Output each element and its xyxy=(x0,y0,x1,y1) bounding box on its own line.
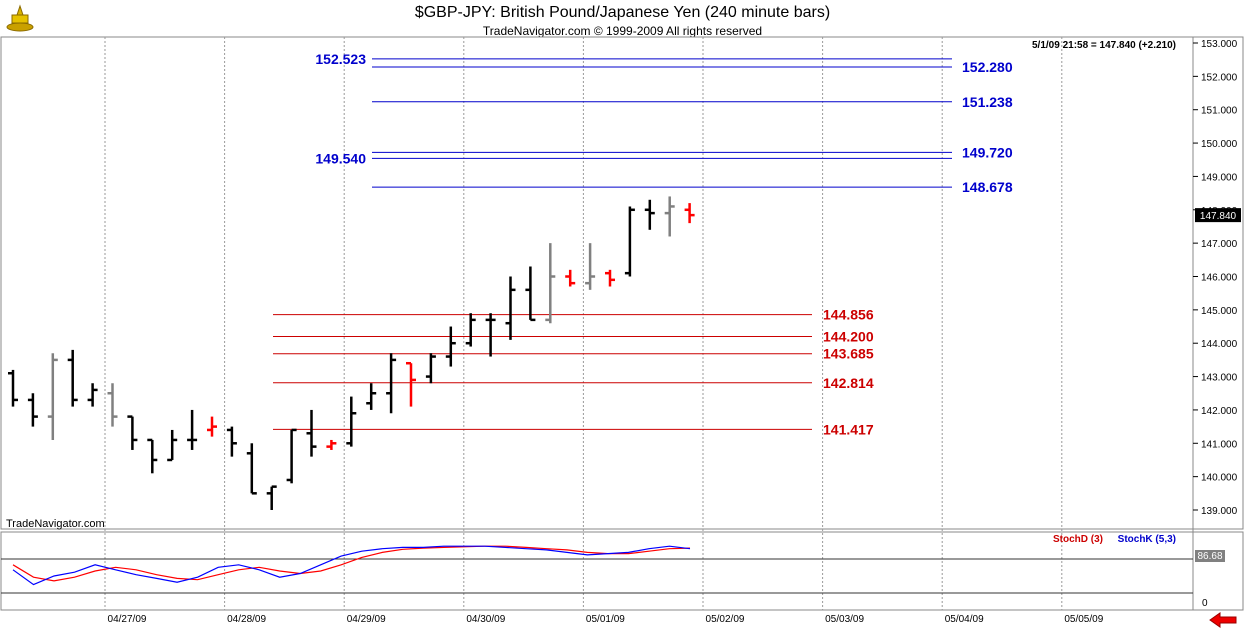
price-tick-label: 146.000 xyxy=(1201,273,1238,284)
date-tick-label: 05/01/09 xyxy=(586,614,625,625)
date-axis: 04/27/09 04/28/09 04/29/09 04/30/09 05/01/09… xyxy=(108,614,1104,625)
support-label: 144.200 xyxy=(823,329,874,345)
chart-title: $GBP-JPY: British Pound/Japanese Yen (24… xyxy=(414,4,831,21)
price-tick-label: 150.000 xyxy=(1201,139,1238,150)
ohlc-bar xyxy=(27,393,38,427)
price-tick-label: 147.000 xyxy=(1201,239,1238,250)
ohlc-bar xyxy=(8,369,18,407)
ohlc-bar xyxy=(207,416,217,437)
ohlc-bar xyxy=(445,326,456,367)
support-label: 143.685 xyxy=(823,346,874,362)
watermark-text: TradeNavigator.com xyxy=(6,518,105,530)
price-tick-label: 143.000 xyxy=(1201,373,1238,384)
ohlc-bar xyxy=(147,438,158,474)
date-tick-label: 04/29/09 xyxy=(347,614,386,625)
support-label: 144.856 xyxy=(823,307,874,323)
price-tick-label: 149.000 xyxy=(1201,172,1238,183)
ohlc-bar xyxy=(346,396,357,447)
price-tick-label: 152.000 xyxy=(1201,72,1238,83)
date-tick-label: 04/30/09 xyxy=(466,614,505,625)
ohlc-bar xyxy=(684,203,695,224)
ohlc-bar xyxy=(545,243,556,324)
price-tick-label: 140.000 xyxy=(1201,473,1238,484)
date-gridlines xyxy=(104,37,1063,610)
resistance-label: 151.238 xyxy=(962,94,1013,110)
resistance-label: 152.523 xyxy=(315,51,366,67)
stoch-k-legend: StochK (5,3) xyxy=(1118,534,1176,545)
upper-resistance-levels: 152.523 152.280 151.238 149.720 149.540 148.6… xyxy=(315,51,1012,195)
ohlc-bar xyxy=(664,196,675,237)
ohlc-bar xyxy=(525,266,536,322)
price-tick-label: 144.000 xyxy=(1201,339,1238,350)
stoch-k-line xyxy=(12,545,691,586)
ohlc-bar xyxy=(624,206,635,277)
stoch-value-label: 86.68 xyxy=(1197,551,1222,562)
date-tick-label: 04/28/09 xyxy=(227,614,266,625)
ohlc-bar xyxy=(465,313,476,347)
ohlc-bar xyxy=(226,426,237,457)
ohlc-bar xyxy=(585,243,596,290)
ohlc-bar xyxy=(306,409,317,457)
date-tick-label: 05/05/09 xyxy=(1064,614,1103,625)
ohlc-bar xyxy=(167,429,178,462)
ohlc-bar xyxy=(505,276,516,340)
ohlc-bar xyxy=(406,361,416,407)
ohlc-bars xyxy=(8,196,695,510)
ohlc-bar xyxy=(286,428,297,484)
ohlc-bar xyxy=(127,415,138,450)
scroll-left-arrow-icon[interactable] xyxy=(1208,612,1238,628)
last-price-label: 147.840 xyxy=(1200,211,1237,222)
ohlc-bar xyxy=(644,199,655,230)
chart-subtitle: TradeNavigator.com © 1999-2009 All right… xyxy=(482,24,763,38)
ohlc-bar xyxy=(67,349,78,407)
ohlc-bar xyxy=(425,353,436,384)
stoch-axis-glyph: 0 xyxy=(1202,598,1208,609)
stoch-d-legend: StochD (3) xyxy=(1053,534,1103,545)
price-tick-label: 142.000 xyxy=(1201,406,1238,417)
ohlc-bar xyxy=(605,269,615,287)
date-tick-label: 05/02/09 xyxy=(706,614,745,625)
ohlc-bar xyxy=(246,443,257,495)
last-price-box xyxy=(1195,208,1241,223)
resistance-label: 149.540 xyxy=(315,150,366,166)
ohlc-bar xyxy=(386,353,397,414)
price-tick-label: 153.000 xyxy=(1201,39,1238,50)
ohlc-bar xyxy=(266,485,277,510)
resistance-label: 149.720 xyxy=(962,144,1013,160)
price-panel-frame xyxy=(0,36,1244,530)
price-tick-label: 141.000 xyxy=(1201,439,1238,450)
price-tick-label: 145.000 xyxy=(1201,306,1238,317)
date-tick-label: 05/04/09 xyxy=(945,614,984,625)
support-label: 142.814 xyxy=(823,375,874,391)
price-axis: 153.000152.000151.000150.000149.000148.0… xyxy=(1193,39,1238,517)
resistance-label: 148.678 xyxy=(962,179,1013,195)
date-tick-label: 04/27/09 xyxy=(108,614,147,625)
ohlc-bar xyxy=(366,383,377,410)
ohlc-bar xyxy=(565,269,576,287)
ohlc-bar xyxy=(87,383,98,407)
ohlc-bar xyxy=(47,353,58,440)
price-tick-label: 139.000 xyxy=(1201,506,1238,517)
stoch-value-box xyxy=(1195,550,1225,562)
ohlc-bar xyxy=(326,439,337,450)
price-tick-label: 151.000 xyxy=(1201,106,1238,117)
ohlc-bar xyxy=(107,383,118,427)
date-tick-label: 05/03/09 xyxy=(825,614,864,625)
tradenavigator-logo-icon xyxy=(4,3,36,35)
resistance-label: 152.280 xyxy=(962,59,1013,75)
stoch-d-line xyxy=(12,545,691,582)
ohlc-bar xyxy=(485,313,496,357)
ohlc-bar xyxy=(187,409,198,450)
quote-readout: 5/1/09 21:58 = 147.840 (+2.210) xyxy=(1032,40,1176,51)
support-label: 141.417 xyxy=(823,421,874,437)
